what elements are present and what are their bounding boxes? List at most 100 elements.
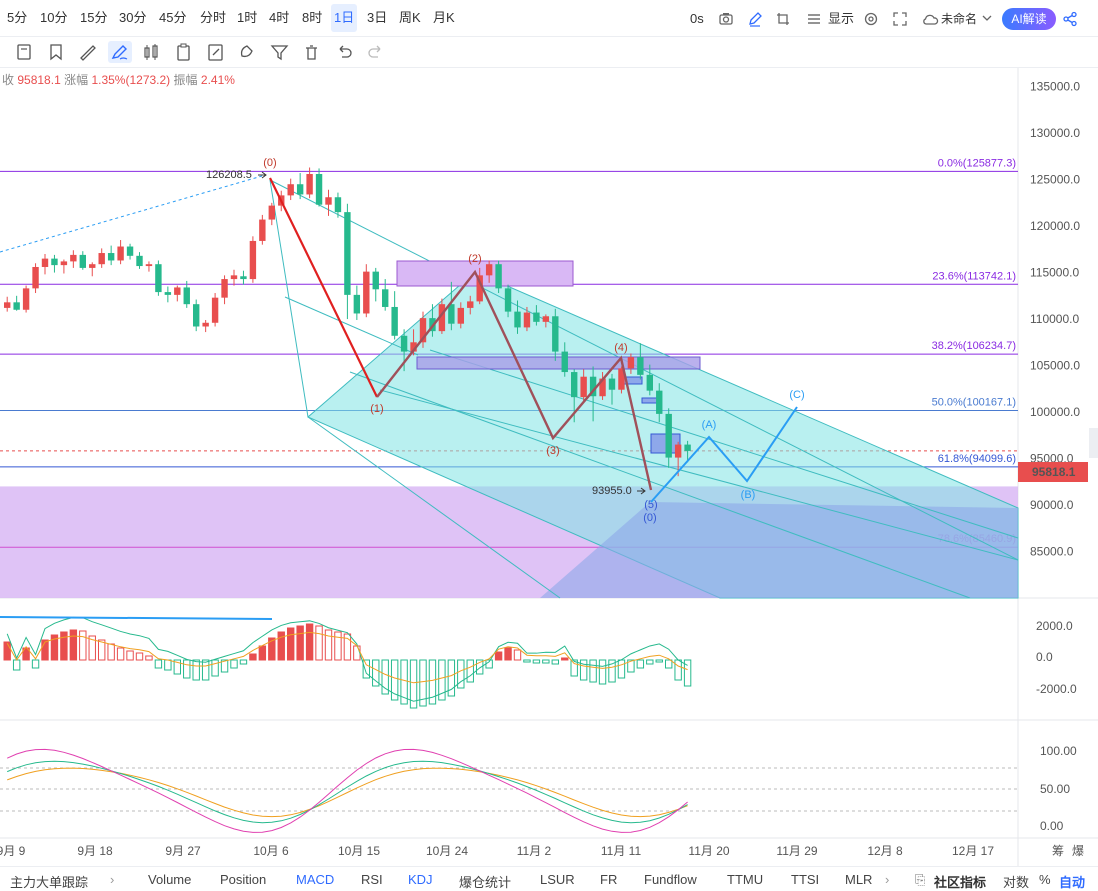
candle-body — [580, 376, 587, 398]
indicator-tab-2[interactable]: Position — [220, 872, 267, 887]
macd-tick-2: -2000.0 — [1036, 682, 1077, 696]
candle-body — [193, 304, 200, 327]
candle — [448, 281, 455, 331]
share-icon[interactable] — [1062, 11, 1078, 31]
macd-bar — [617, 659, 626, 679]
ai-analysis-button[interactable]: AI解读 — [1002, 8, 1056, 30]
macd-bar — [305, 623, 314, 661]
indicator-tab-4[interactable]: RSI — [361, 872, 383, 887]
fullscreen-icon[interactable] — [892, 11, 908, 31]
log-scale-button[interactable]: 对数 — [1003, 875, 1030, 890]
interval-tab-8[interactable]: 8时 — [302, 10, 323, 25]
macd-bar — [494, 651, 503, 661]
indicator-tab-1[interactable]: Volume — [148, 872, 192, 887]
indicator-tab-7[interactable]: LSUR — [540, 872, 575, 887]
date-tick-1: 9月 18 — [77, 844, 113, 858]
tab-scroll-right-chevron-icon[interactable]: › — [885, 872, 890, 887]
indicator-tab-0[interactable]: 主力大单跟踪 — [10, 875, 89, 890]
price-tick-2: 125000.0 — [1030, 173, 1080, 187]
candle-body — [107, 253, 115, 261]
list-icon[interactable] — [806, 11, 822, 31]
macd-bar — [230, 659, 238, 669]
clipboard-icon[interactable] — [172, 41, 196, 63]
candle-icon[interactable] — [140, 41, 164, 63]
interval-tab-1[interactable]: 10分 — [40, 10, 68, 25]
indicator-tab-3[interactable]: MACD — [296, 872, 335, 887]
candle-body — [372, 271, 379, 290]
interval-tab-0[interactable]: 5分 — [7, 10, 28, 25]
trash-icon[interactable] — [300, 41, 324, 63]
macd-bar — [220, 659, 229, 673]
candle-body — [495, 264, 502, 289]
redo-icon[interactable] — [364, 41, 388, 63]
macd-bar — [523, 659, 531, 663]
macd-bar — [362, 659, 371, 679]
channel-line-5 — [429, 349, 1019, 539]
indicator-tab-5[interactable]: KDJ — [408, 872, 433, 887]
trend-dashed-line — [0, 175, 263, 253]
layout-name[interactable]: 未命名 — [941, 12, 978, 26]
candle-body — [164, 292, 172, 295]
auto-scale-button[interactable]: 自动 — [1059, 875, 1086, 890]
candle-body — [334, 197, 342, 213]
settings-gear-icon[interactable] — [863, 11, 879, 31]
magnet-icon[interactable] — [236, 41, 260, 63]
indicator-tab-10[interactable]: TTMU — [727, 872, 764, 887]
edit-indicator-icon[interactable]: ⎘ — [915, 872, 926, 887]
interval-tab-12[interactable]: 月K — [433, 10, 455, 25]
candle — [419, 311, 427, 348]
wave-line-impulse-2 — [376, 269, 653, 491]
chart-canvas[interactable]: 0.0%(125877.3) 23.6%(113742.1) 38.2%(10623… — [0, 0, 1098, 866]
pen-icon[interactable] — [108, 41, 132, 63]
cloud-icon[interactable] — [921, 11, 939, 31]
edit-icon[interactable] — [204, 41, 228, 63]
kdj-k-line — [7, 767, 688, 818]
camera-icon[interactable] — [718, 11, 734, 31]
indicator-tab-9[interactable]: Fundflow — [644, 872, 697, 887]
interval-tab-11[interactable]: 周K — [399, 10, 421, 25]
macd-bar — [542, 659, 550, 664]
candle — [523, 306, 531, 332]
display-button[interactable]: 显示 — [828, 11, 855, 26]
indicator-tab-6[interactable]: 爆仓统计 — [459, 875, 512, 890]
interval-tab-5[interactable]: 分时 — [200, 10, 227, 25]
community-indicator-button[interactable]: 社区指标 — [934, 875, 987, 890]
macd-bar — [296, 625, 304, 661]
axis-extra-1: 爆 — [1072, 844, 1084, 858]
candle-body — [136, 255, 143, 267]
macd-bar — [183, 659, 191, 679]
candle-body — [419, 318, 427, 343]
candle-body — [533, 312, 540, 322]
interval-tab-4[interactable]: 45分 — [159, 10, 187, 25]
bookmark-icon[interactable] — [44, 41, 68, 63]
candle — [98, 248, 105, 268]
candle-body — [674, 444, 682, 458]
macd-bar — [211, 659, 219, 677]
filter-icon[interactable] — [268, 41, 292, 63]
interval-tab-3[interactable]: 30分 — [119, 10, 147, 25]
interval-tab-6[interactable]: 1时 — [237, 10, 258, 25]
low-arrow-icon — [637, 487, 646, 495]
macd-bar — [88, 635, 96, 661]
crop-icon[interactable] — [775, 11, 791, 31]
indicator-tab-8[interactable]: FR — [600, 872, 618, 887]
forecast-label-0: (A) — [702, 419, 717, 431]
candle — [382, 279, 389, 311]
indicator-tab-11[interactable]: TTSI — [791, 872, 820, 887]
undo-icon[interactable] — [332, 41, 356, 63]
indicator-tab-12[interactable]: MLR — [845, 872, 873, 887]
tab-scroll-chevron-icon[interactable]: › — [110, 872, 115, 887]
draw-pen-icon[interactable] — [747, 11, 763, 31]
interval-tab-10[interactable]: 3日 — [367, 10, 388, 25]
ruler-icon[interactable] — [76, 41, 100, 63]
candle — [136, 252, 143, 269]
channel-line-2 — [379, 389, 1019, 561]
percent-scale-button[interactable]: % — [1039, 872, 1051, 887]
chevron-down-icon[interactable] — [982, 13, 992, 33]
interval-tab-2[interactable]: 15分 — [80, 10, 108, 25]
interval-tab-7[interactable]: 4时 — [269, 10, 290, 25]
note-icon[interactable] — [13, 41, 37, 63]
interval-tab-9[interactable]: 1日 — [331, 4, 358, 32]
candle-body — [296, 184, 304, 195]
kdj-j-line — [6, 748, 688, 833]
